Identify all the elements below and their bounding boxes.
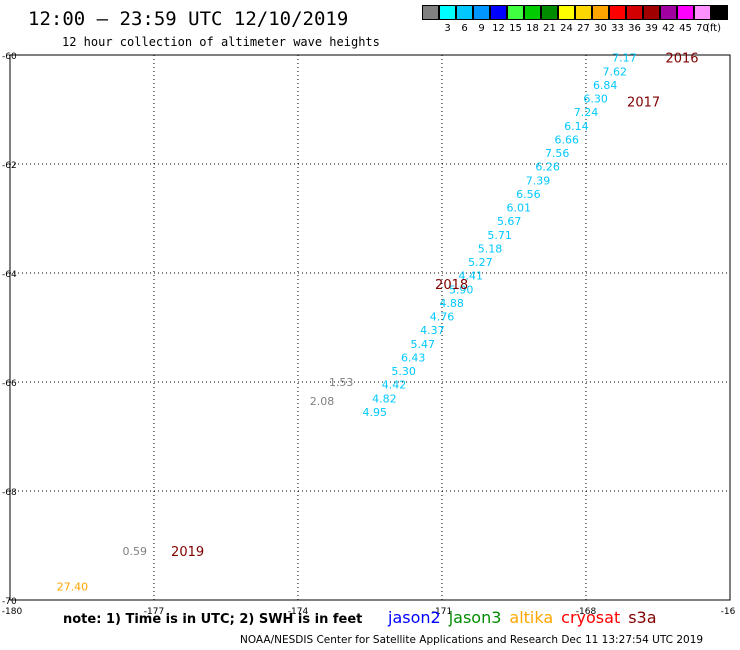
legend-swatch-label: 45 [679,23,692,34]
wave-height-label: 6.66 [555,133,580,146]
wave-height-label: 6.30 [583,93,608,106]
page-title: 12:00 – 23:59 UTC 12/10/2019 [28,8,349,30]
observation-labels: 7.177.626.846.307.246.146.667.566.267.39… [57,52,637,594]
wave-height-label: 5.90 [449,283,474,296]
wave-height-label: 7.39 [526,174,551,187]
map-tick-labels: -180 -177 -174 -171 -168 -16 -60 -62 -64 -66 -68 -7… [2,52,736,617]
wave-height-label: 7.62 [603,65,628,78]
legend-swatch [643,5,660,20]
legend-swatch [660,5,677,20]
legend-swatch-label: 42 [662,23,675,34]
legend-swatch [694,5,711,20]
latitude-tick-label: -60 [2,52,17,62]
wave-height-label: 7.56 [545,147,570,160]
legend-swatch [558,5,575,20]
wave-height-label: 7.24 [574,106,599,119]
credit-line: NOAA/NESDIS Center for Satellite Applica… [240,634,704,646]
wave-height-label: 4.42 [382,379,407,392]
legend-swatch-label: 9 [478,23,485,34]
longitude-tick-label: -171 [432,607,452,617]
wave-height-label: 4.82 [372,392,397,405]
wave-height-label: 5.71 [487,229,512,242]
year-label: 2018 [435,278,468,293]
wave-height-label: 5.27 [468,256,493,269]
legend-swatch-label: 21 [543,23,556,34]
wave-height-label: 6.14 [564,120,589,133]
wave-height-label: 1.53 [329,376,354,389]
legend-swatch-label: 70 [696,23,709,34]
legend-swatch [677,5,694,20]
latitude-tick-label: -70 [2,597,17,607]
wave-height-label: 2.08 [310,395,335,408]
wave-height-label: 4.37 [420,324,445,337]
legend-swatch [456,5,473,20]
legend-swatch-label: 36 [628,23,641,34]
wave-height-label: 6.56 [516,188,541,201]
legend-swatch [592,5,609,20]
wave-height-label: 5.67 [497,215,522,228]
wave-height-label: 5.30 [391,365,416,378]
wave-height-label: 6.43 [401,351,426,364]
longitude-tick-label: -180 [2,607,23,617]
satellite-label: s3a [628,608,657,627]
legend-swatch [609,5,626,20]
latitude-tick-label: -62 [2,161,17,171]
latitude-tick-label: -66 [2,379,17,389]
year-label: 2019 [171,545,204,560]
wave-height-label: 4.41 [459,270,484,283]
wave-height-label: 6.84 [593,79,618,92]
satellite-label: jason2 [388,608,441,627]
legend-swatch [490,5,507,20]
year-label: 2017 [627,95,660,110]
longitude-tick-label: -174 [288,607,309,617]
legend-swatch [626,5,643,20]
legend-swatch [473,5,490,20]
legend-swatch-label: 33 [611,23,624,34]
longitude-tick-label: -177 [144,607,164,617]
wave-height-label: 5.47 [411,338,436,351]
legend-swatch-label: 15 [509,23,522,34]
legend-swatch-label: 24 [560,23,573,34]
satellite-label: cryosat [561,608,621,627]
page-subtitle: 12 hour collection of altimeter wave hei… [62,35,380,49]
satellite-label: jason3 [448,608,502,627]
legend-swatch-label: 39 [645,23,658,34]
units-note: note: 1) Time is in UTC; 2) SWH is in fe… [63,612,363,627]
wave-height-label: 0.59 [123,545,148,558]
legend-swatch [524,5,541,20]
latitude-tick-label: -68 [2,488,17,498]
longitude-tick-label: -168 [576,607,597,617]
legend-swatch-label: 3 [444,23,451,34]
wave-height-label: 6.01 [507,202,532,215]
legend-swatch-label: 18 [526,23,539,34]
legend-unit: (ft) [706,23,722,34]
wave-height-label: 4.76 [430,311,455,324]
legend-swatch [541,5,558,20]
year-labels: 2016 2017 2018 2019 [171,52,698,560]
legend-swatch [575,5,592,20]
wave-height-label: 27.40 [57,580,89,593]
year-label: 2016 [665,52,698,67]
wave-height-label: 4.88 [439,297,464,310]
wave-height-label: 6.26 [535,161,560,174]
latitude-tick-label: -64 [2,270,17,280]
legend-swatch-label: 30 [594,23,607,34]
longitude-tick-label: -16 [721,607,736,617]
wave-height-label: 7.17 [612,52,637,65]
legend-swatch [711,5,728,20]
legend-swatch [422,5,439,20]
wave-height-label: 5.18 [478,242,503,255]
satellite-label: altika [509,608,554,627]
wave-height-label: 4.95 [363,406,388,419]
legend-swatch-label: 6 [461,23,468,34]
legend-swatch [439,5,456,20]
satellite-legend: jason2 jason3 altika cryosat s3a [388,608,665,627]
legend-swatch-label: 27 [577,23,590,34]
map-grid [10,55,730,600]
legend-swatch [507,5,524,20]
map-frame [9,54,731,601]
legend-swatch-label: 12 [492,23,505,34]
